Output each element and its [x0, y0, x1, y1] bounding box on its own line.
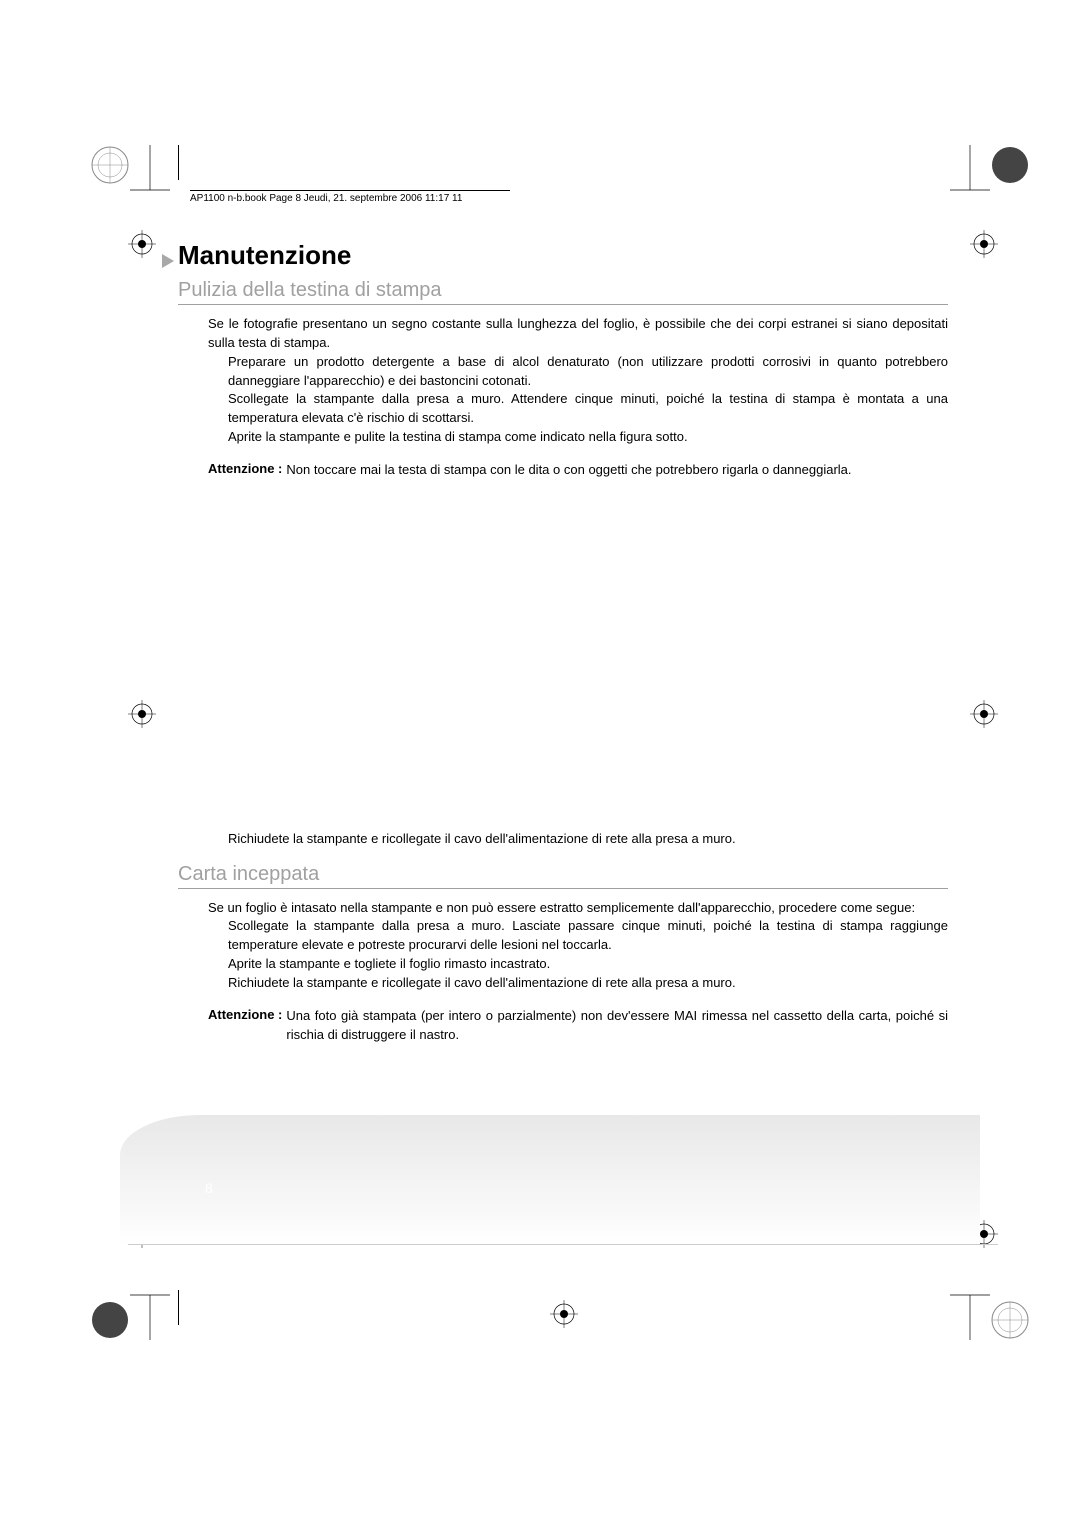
list-item: Preparare un prodotto detergente a base … [228, 353, 948, 391]
closing-block: Richiudete la stampante e ricollegate il… [178, 830, 948, 849]
reg-mark [550, 1300, 578, 1328]
hairline [128, 1244, 998, 1245]
section-arrow-icon [160, 252, 178, 270]
attention-label: Attenzione : [208, 1007, 286, 1045]
reg-mark [970, 700, 998, 728]
footer-gradient [120, 1115, 980, 1245]
subsection-title: Carta inceppata [178, 863, 948, 889]
crop-line [178, 1290, 179, 1325]
content-block-2: Se un foglio è intasato nella stampante … [178, 899, 948, 993]
attention-text: Non toccare mai la testa di stampa con l… [286, 461, 948, 480]
paragraph: Se le fotografie presentano un segno cos… [208, 315, 948, 353]
attention-text: Una foto già stampata (per intero o parz… [286, 1007, 948, 1045]
list-item: Aprite la stampante e togliete il foglio… [228, 955, 948, 974]
section-title: Manutenzione [178, 240, 948, 271]
subsection-title: Pulizia della testina di stampa [178, 279, 948, 305]
paragraph: Se un foglio è intasato nella stampante … [208, 899, 948, 918]
page-number: 8 [205, 1180, 213, 1196]
list-item: Scollegate la stampante dalla presa a mu… [228, 917, 948, 955]
crop-mark-tr [950, 145, 1030, 225]
content-block-1: Se le fotografie presentano un segno cos… [178, 315, 948, 447]
attention-block: Attenzione : Non toccare mai la testa di… [178, 461, 948, 480]
crop-mark-tl [90, 145, 170, 225]
crop-mark-br [950, 1260, 1030, 1340]
reg-mark [128, 230, 156, 258]
page-content: Manutenzione Pulizia della testina di st… [178, 145, 948, 1045]
reg-mark [128, 700, 156, 728]
reg-mark [970, 230, 998, 258]
attention-block: Attenzione : Una foto già stampata (per … [178, 1007, 948, 1045]
list-item: Richiudete la stampante e ricollegate il… [228, 974, 948, 993]
crop-mark-bl [90, 1260, 170, 1340]
paragraph: Richiudete la stampante e ricollegate il… [228, 830, 948, 849]
list-item: Scollegate la stampante dalla presa a mu… [228, 390, 948, 428]
attention-label: Attenzione : [208, 461, 286, 480]
list-item: Aprite la stampante e pulite la testina … [228, 428, 948, 447]
